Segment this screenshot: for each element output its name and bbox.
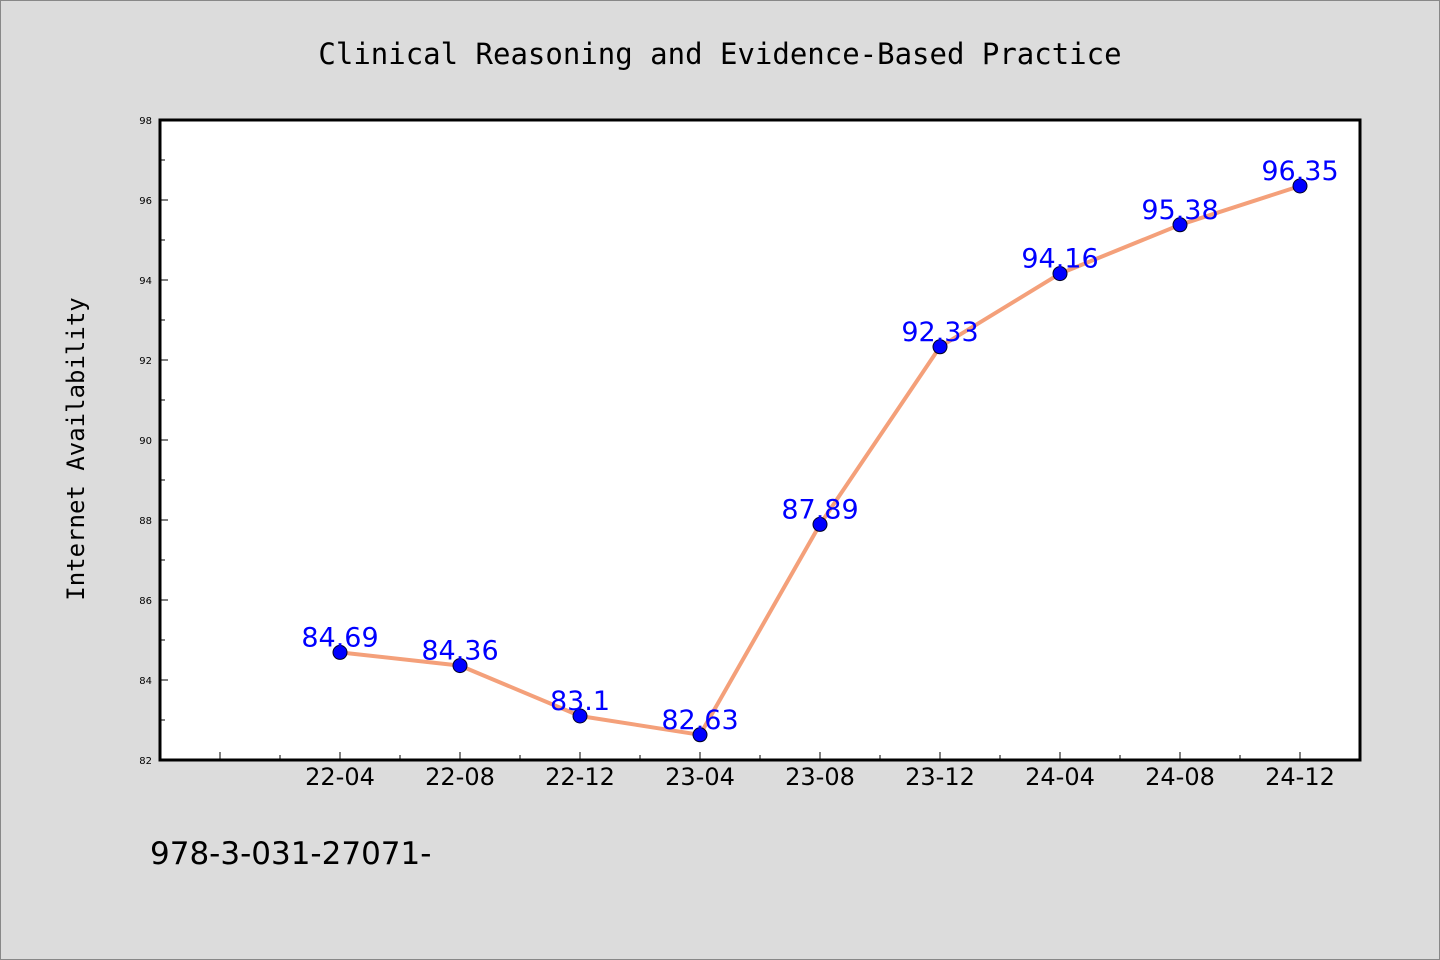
data-point [452,658,468,674]
data-point [1292,178,1308,194]
data-label: 82.63 [661,705,738,736]
data-point [812,516,828,532]
data-label: 96.35 [1261,156,1338,187]
data-label: 84.36 [421,636,498,667]
y-tick-label: 94 [139,276,152,287]
x-tick-label: 23-08 [785,763,855,791]
x-tick-label: 24-12 [1265,763,1335,791]
data-label: 95.38 [1141,195,1218,226]
x-tick-label: 22-04 [305,763,375,791]
y-tick-label: 84 [139,676,152,687]
y-tick-label: 86 [139,596,152,607]
x-tick-label: 23-04 [665,763,735,791]
y-tick-label: 82 [139,756,152,767]
data-label: 92.33 [901,317,978,348]
y-tick-label: 90 [139,436,152,447]
series-markers [332,178,1308,743]
isbn-text: 978-3-031-27071- [150,836,431,872]
data-point [332,644,348,660]
data-labels: 84.69 84.36 83.1 82.63 87.89 92.33 94.16 95.38 9… [301,156,1338,736]
data-point [932,339,948,355]
chart-title: Clinical Reasoning and Evidence-Based Pr… [318,37,1121,71]
data-point [1052,266,1068,282]
x-tick-label: 23-12 [905,763,975,791]
data-point [692,727,708,743]
y-axis-ticks: 82 84 86 88 90 92 94 96 98 [139,116,168,767]
data-label: 83.1 [550,686,610,717]
y-tick-label: 98 [139,116,152,127]
data-point [572,708,588,724]
x-tick-label: 24-08 [1145,763,1215,791]
x-tick-label: 24-04 [1025,763,1095,791]
data-label: 94.16 [1021,244,1098,275]
y-tick-label: 88 [139,516,152,527]
data-point [1172,217,1188,233]
x-tick-label: 22-08 [425,763,495,791]
y-tick-label: 96 [139,196,152,207]
x-tick-label: 22-12 [545,763,615,791]
data-label: 84.69 [301,622,378,653]
y-axis-label: Internet Availability [62,297,90,600]
x-axis-ticks: 22-04 22-08 22-12 23-04 23-08 23-12 24-04 24-08… [219,752,1335,791]
y-tick-label: 92 [139,356,152,367]
data-label: 87.89 [781,494,858,525]
